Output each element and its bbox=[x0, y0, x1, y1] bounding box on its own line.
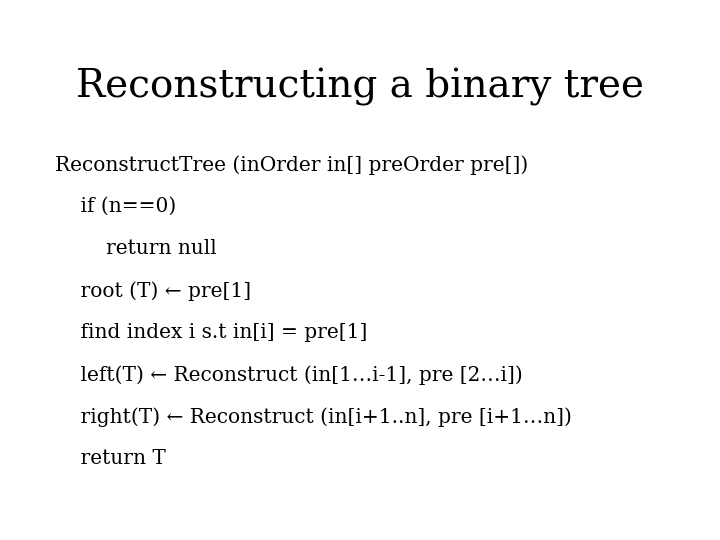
Text: left(T) ← Reconstruct (in[1…i-1], pre [2…i]): left(T) ← Reconstruct (in[1…i-1], pre [2… bbox=[55, 365, 523, 384]
Text: find index i s.t in[i] = pre[1]: find index i s.t in[i] = pre[1] bbox=[55, 323, 367, 342]
Text: right(T) ← Reconstruct (in[i+1..n], pre [i+1…n]): right(T) ← Reconstruct (in[i+1..n], pre … bbox=[55, 407, 572, 427]
Text: ReconstructTree (inOrder in[] preOrder pre[]): ReconstructTree (inOrder in[] preOrder p… bbox=[55, 155, 528, 174]
Text: if (n==0): if (n==0) bbox=[55, 197, 176, 216]
Text: Reconstructing a binary tree: Reconstructing a binary tree bbox=[76, 68, 644, 106]
Text: return null: return null bbox=[55, 239, 217, 258]
Text: root (T) ← pre[1]: root (T) ← pre[1] bbox=[55, 281, 251, 301]
Text: return T: return T bbox=[55, 449, 166, 468]
